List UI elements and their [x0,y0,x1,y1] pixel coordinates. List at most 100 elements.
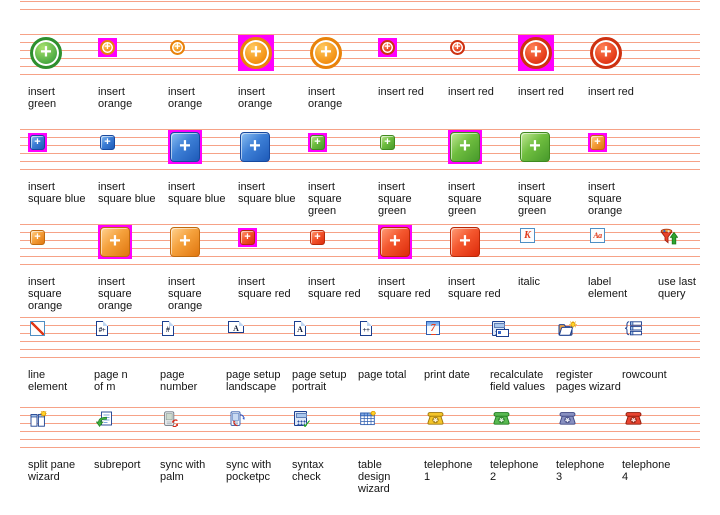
plus-glyph: + [109,230,121,252]
page-n-of-m-icon[interactable]: #+ [96,321,108,336]
icon-label: insert square orange [588,181,623,217]
page-glyph: A [297,325,303,334]
ruled-lines [20,407,700,448]
icon-label: insert square orange [98,276,133,312]
icon-row-1: + + + + + + + + + [28,34,658,71]
insert-orange-icon[interactable]: + [240,37,272,69]
icon-wrapper: + [168,38,187,57]
icon-wrapper: + [98,133,117,152]
icon-label: insert square orange [28,276,63,312]
icon-wrapper [556,319,579,339]
insert-square-green-icon[interactable]: + [380,135,395,150]
icon-label: insert orange [308,86,343,110]
insert-square-blue-icon[interactable]: + [30,135,45,150]
sync-with-pocketpc-icon[interactable] [228,411,245,427]
telephone-4-icon[interactable] [624,411,643,426]
icon-label: insert red [588,86,634,98]
insert-square-green-icon[interactable]: + [450,132,480,162]
plus-glyph: + [594,135,601,148]
icon-wrapper: + [448,38,467,57]
insert-square-blue-icon[interactable]: + [100,135,115,150]
page-setup-landscape-icon[interactable]: A [228,321,244,333]
line-element-icon[interactable] [30,321,45,336]
ruled-lines-top [20,1,700,10]
split-pane-wizard-icon[interactable] [30,411,47,427]
insert-square-green-icon[interactable]: + [310,135,325,150]
icon-wrapper [622,319,645,338]
insert-orange-icon[interactable]: + [100,40,115,55]
telephone-1-icon[interactable] [426,411,445,426]
table-design-wizard-icon[interactable] [360,411,376,426]
icon-label: table design wizard [358,459,391,495]
label-element-icon[interactable]: Aa [590,228,605,243]
icon-wrapper [28,319,47,338]
label-row-5: split pane wizard subreport sync with palm… [28,459,688,495]
insert-red-icon[interactable]: + [590,37,622,69]
insert-square-green-icon[interactable]: + [520,132,550,162]
insert-red-icon[interactable]: + [520,37,552,69]
insert-square-blue-icon[interactable]: + [240,132,270,162]
icon-label: page number [160,369,198,393]
icon-wrapper [424,409,447,428]
page-number-icon[interactable]: # [162,321,174,336]
icon-row-2: + + + + + + + + + [28,129,658,164]
insert-red-icon[interactable]: + [380,40,395,55]
insert-square-red-icon[interactable]: + [240,230,255,245]
page-glyph: A [233,323,239,333]
subreport-icon[interactable] [96,411,113,427]
insert-square-orange-icon[interactable]: + [30,230,45,245]
insert-red-icon[interactable]: + [450,40,465,55]
print-date-icon[interactable]: 7 [426,321,440,335]
use-last-query-icon[interactable] [660,228,678,245]
insert-square-red-icon[interactable]: + [310,230,325,245]
icon-label: telephone 1 [424,459,473,483]
plus-glyph: + [104,40,111,53]
syntax-check-icon[interactable]: ✓ [294,411,312,430]
icon-wrapper [160,409,181,429]
page-total-icon[interactable]: ++ [360,321,372,336]
rowcount-icon[interactable] [624,321,643,336]
insert-square-red-icon[interactable]: + [380,227,410,257]
icon-label: insert orange [98,86,133,110]
icon-wrapper [490,319,509,338]
icon-label: insert square green [448,181,482,217]
icon-label: use last query [658,276,696,300]
icon-wrapper: + [28,228,47,247]
icon-label: subreport [94,459,141,471]
sync-with-palm-icon[interactable] [162,411,179,427]
telephone-3-icon[interactable] [558,411,577,426]
plus-glyph: + [530,41,542,63]
insert-square-orange-icon[interactable]: + [170,227,200,257]
plus-glyph: + [174,40,181,53]
insert-orange-icon[interactable]: + [170,40,185,55]
icon-label: register pages wizard [556,369,621,393]
icon-label: sync with palm [160,459,206,483]
icon-label: insert square red [448,276,501,300]
icon-wrapper: ✓ [292,409,312,430]
selection-highlight: + [448,130,482,164]
insert-square-red-icon[interactable]: + [450,227,480,257]
page-setup-portrait-icon[interactable]: A [294,321,306,336]
telephone-2-icon[interactable] [492,411,511,426]
icon-wrapper [658,226,680,247]
insert-square-blue-icon[interactable]: + [170,132,200,162]
icon-wrapper: K [518,226,537,245]
page-glyph: # [166,325,170,334]
insert-orange-icon[interactable]: + [310,37,342,69]
recalculate-field-values-icon[interactable] [492,321,509,337]
icon-label: syntax check [292,459,324,483]
icon-label: insert orange [238,86,273,110]
insert-square-orange-icon[interactable]: + [100,227,130,257]
insert-square-orange-icon[interactable]: + [590,135,605,150]
icon-label: page total [358,369,407,381]
plus-glyph: + [34,230,41,243]
plus-glyph: + [529,135,541,157]
icon-wrapper: + [308,228,327,247]
insert-green-icon[interactable]: + [30,37,62,69]
register-pages-wizard-icon[interactable] [558,321,577,337]
icon-label: insert square red [308,276,361,300]
plus-glyph: + [250,41,262,63]
italic-icon[interactable]: K [520,228,535,243]
plus-glyph: + [244,230,251,243]
label-row-3: insert square orange insert square orange… [28,276,720,312]
